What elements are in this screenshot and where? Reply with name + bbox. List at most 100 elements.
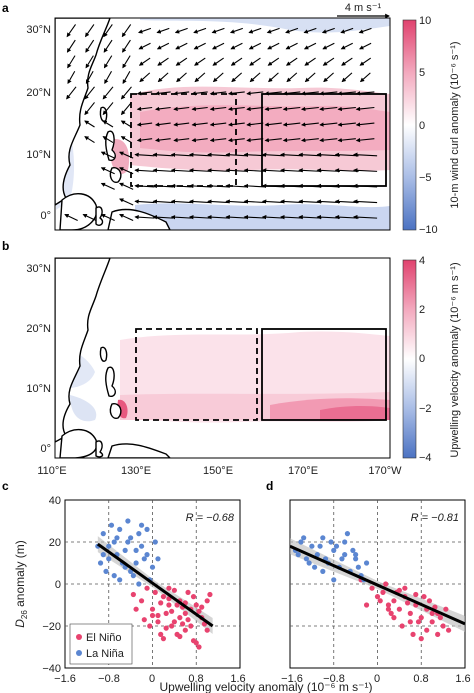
wind-vector-10 — [248, 27, 262, 34]
wind-vector-114 — [319, 122, 338, 127]
wind-vector-2 — [103, 24, 113, 38]
wind-vector-0 — [66, 24, 76, 38]
c-point-el-nino-37 — [185, 589, 191, 596]
d-point-el-nino-19 — [415, 619, 422, 625]
d-point-el-nino-4 — [385, 602, 392, 608]
wind-vector-18 — [85, 39, 95, 53]
wind-vector-102 — [102, 120, 114, 128]
wind-vector-200 — [207, 214, 229, 220]
wind-vector-39 — [157, 57, 169, 66]
c-point-el-nino-2 — [144, 585, 150, 591]
d-point-la-nina-21 — [301, 535, 307, 541]
wind-vector-19 — [103, 39, 113, 53]
panel-a-colorbar-bar — [402, 19, 417, 231]
c-point-el-nino-23 — [196, 608, 202, 614]
panel-c-xtick-16: 1.6 — [230, 673, 245, 685]
wind-vector-131 — [337, 137, 356, 143]
c-point-el-nino-44 — [199, 604, 205, 610]
panel-a-ytick-30: 30°N — [26, 24, 51, 36]
d-point-la-nina-25 — [344, 531, 351, 537]
wind-vector-32 — [340, 42, 353, 50]
wind-vector-116 — [355, 122, 375, 127]
d-point-el-nino-1 — [369, 585, 375, 591]
wind-vector-97 — [300, 106, 319, 112]
wind-vector-50 — [359, 57, 372, 66]
wind-vector-49 — [341, 57, 353, 66]
d-point-la-nina-19 — [350, 547, 356, 554]
c-point-la-nina-34 — [152, 539, 158, 545]
panel-a-solid-box — [261, 93, 387, 187]
panel-a-ytick-20: 20°N — [26, 87, 51, 99]
c-point-la-nina-20 — [97, 560, 104, 566]
wind-vector-58 — [194, 72, 206, 83]
panel-a-positive-west — [109, 139, 130, 175]
wind-vector-21 — [138, 42, 151, 50]
wind-vector-68 — [66, 86, 77, 100]
c-point-el-nino-9 — [182, 610, 188, 617]
panel-d-xtick-16: 1.6 — [455, 673, 470, 685]
d-point-la-nina-7 — [331, 547, 337, 554]
c-point-la-nina-2 — [106, 556, 112, 562]
panel-b-y-ticks: 30°N 20°N 10°N 0° — [26, 263, 51, 455]
d-point-la-nina-9 — [342, 552, 348, 558]
c-point-el-nino-48 — [207, 591, 213, 598]
panel-b-xtick-170e: 170°E — [288, 465, 318, 477]
c-point-la-nina-8 — [138, 543, 145, 549]
c-point-el-nino-11 — [193, 602, 199, 608]
wind-vector-30 — [303, 42, 317, 50]
panel-b-dashed-box — [135, 328, 258, 421]
wind-vector-11 — [266, 27, 280, 34]
c-point-el-nino-7 — [171, 619, 177, 625]
d-point-el-nino-27 — [377, 598, 383, 604]
wind-vector-78 — [246, 91, 264, 96]
d-point-la-nina-24 — [333, 543, 340, 549]
wind-vector-111 — [264, 122, 282, 127]
wind-vector-34 — [67, 55, 76, 69]
c-point-la-nina-10 — [149, 564, 156, 570]
c-point-la-nina-26 — [117, 577, 123, 583]
panel-a-map-field — [55, 18, 390, 230]
wind-vector-163 — [100, 182, 115, 190]
d-point-el-nino-31 — [413, 591, 419, 598]
wind-vector-152 — [170, 168, 192, 173]
panel-a-mindanao — [109, 167, 122, 183]
wind-vector-91 — [191, 106, 208, 112]
c-point-el-nino-4 — [155, 612, 161, 619]
wind-vector-17 — [66, 39, 76, 53]
wind-vector-1 — [85, 24, 95, 38]
panel-c-r-annotation: R = −0.68 — [186, 512, 235, 524]
wind-vector-108 — [209, 122, 227, 127]
d-point-el-nino-30 — [443, 606, 449, 612]
wind-vector-55 — [139, 72, 151, 83]
panel-c-ylabel-d: D — [13, 619, 27, 628]
wind-vector-51 — [67, 70, 76, 85]
c-point-el-nino-16 — [158, 600, 164, 606]
wind-vector-179 — [134, 199, 155, 204]
wind-vector-7 — [193, 27, 207, 34]
c-point-el-nino-30 — [155, 619, 161, 625]
wind-vector-70 — [102, 86, 114, 100]
c-point-la-nina-21 — [111, 573, 117, 579]
c-point-la-nina-32 — [125, 518, 131, 524]
wind-vector-123 — [191, 137, 208, 143]
panel-c-y-ticks: 40 20 0 −20 −40 — [42, 495, 61, 675]
panel-a-letter: a — [2, 1, 9, 15]
panel-a-cb-tick-m5: −5 — [419, 172, 432, 184]
panel-d-r-annotation: R = −0.81 — [411, 512, 459, 524]
wind-vector-121 — [154, 137, 171, 143]
wind-vector-61 — [249, 72, 261, 83]
panel-a-luzon — [105, 130, 116, 162]
wind-vector-93 — [227, 106, 245, 112]
d-point-la-nina-30 — [353, 552, 359, 558]
d-point-el-nino-25 — [421, 594, 427, 600]
panel-d-xtick-m16: −1.6 — [281, 673, 303, 685]
wind-vector-148 — [100, 167, 115, 175]
panel-b-negative-area-west — [70, 395, 97, 422]
wind-vector-71 — [120, 86, 132, 100]
wind-vector-100 — [355, 106, 375, 112]
panel-b-cb-tick-m4: −4 — [419, 452, 432, 464]
panel-c-ylabel-rest: anomaly (m) — [13, 540, 27, 610]
panel-c-fit-line — [96, 542, 214, 628]
c-point-el-nino-41 — [149, 612, 156, 619]
